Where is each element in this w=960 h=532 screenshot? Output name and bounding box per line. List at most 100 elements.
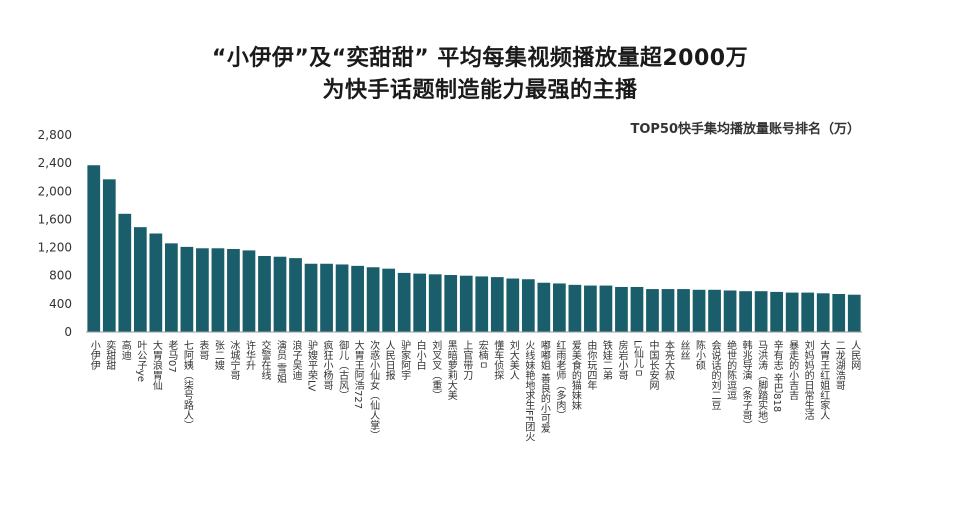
bar: [661, 289, 675, 332]
x-tick-label: 本亮大叔: [663, 339, 675, 381]
y-tick-label: 2,400: [38, 156, 72, 170]
bar: [320, 263, 333, 332]
x-tick-label: 次惑小仙女（仙人掌）: [368, 339, 380, 440]
bar: [242, 250, 256, 332]
x-tick-label: 疯狂小杨哥: [321, 339, 333, 390]
x-tick-label: 浪子吴迪: [290, 339, 302, 381]
bar: [428, 274, 442, 332]
bar: [568, 284, 582, 332]
bars-group: [87, 165, 861, 333]
bar: [584, 285, 597, 332]
bar: [382, 268, 396, 332]
x-tick-label: 白小白: [414, 339, 426, 370]
bar: [599, 285, 613, 332]
x-tick-label: 大胃王阿浩727: [352, 339, 364, 409]
x-tick-label: 人民网: [849, 340, 861, 371]
bar: [227, 248, 240, 332]
bar: [335, 264, 349, 332]
bar: [847, 294, 861, 332]
bar: [490, 277, 504, 332]
bar: [816, 293, 830, 332]
y-tick-label: 0: [64, 325, 72, 339]
bar: [475, 276, 489, 332]
x-tick-label: 火线妹艳地求生FF团火: [523, 340, 535, 442]
x-tick-label: 红雨老师（多肉）: [554, 339, 566, 420]
y-axis: 0 400 800 1,200 1,600 2,000 2,400 2,800: [38, 128, 72, 339]
x-tick-label: 马洪涛（脚踏实地）: [756, 340, 768, 430]
bar: [211, 248, 225, 332]
x-tick-label: 御儿（古风）: [337, 339, 349, 400]
chart-subtitle: TOP50快手集均播放量账号排名（万）: [630, 122, 860, 137]
chart-title-line2: 为快手话题制造能力最强的主播: [322, 78, 638, 103]
x-axis-labels: 小伊伊 奕甜甜 高迪 叶公子ye 大胃浪胃仙 老马07 七阿姨（柒号路人） 表哥 张二嫂 冰城宁哥…: [88, 339, 860, 442]
x-tick-label: 会说话的刘二豆: [709, 339, 721, 410]
x-tick-label: 冰城宁哥: [228, 339, 240, 380]
bar: [615, 286, 628, 332]
bar: [366, 267, 380, 332]
x-tick-label: 辛有志 辛巴818: [771, 339, 783, 412]
bar: [397, 272, 411, 332]
bar: [304, 263, 318, 332]
x-tick-label: 韩兆导演（条子哥）: [740, 339, 752, 430]
bar: [692, 289, 706, 332]
x-tick-label: 表哥: [197, 339, 209, 360]
y-tick-label: 1,200: [38, 241, 72, 255]
bar: [196, 248, 209, 332]
bar: [521, 279, 535, 332]
bar: [133, 227, 147, 332]
bar: [258, 256, 271, 332]
x-tick-label: 叶公子ye: [135, 340, 147, 382]
x-tick-label: 中国长安网: [647, 339, 659, 391]
bar: [444, 275, 458, 332]
x-tick-label: 刘大美人: [507, 340, 519, 380]
x-tick-label: 丝丝: [678, 340, 690, 360]
bar: [677, 289, 690, 332]
y-tick-label: 1,600: [38, 212, 72, 226]
y-tick-label: 2,800: [38, 128, 72, 142]
x-tick-label: 交警在线: [259, 339, 271, 380]
bar: [630, 286, 644, 332]
bar: [832, 294, 846, 332]
x-tick-label: 演员 雪姐: [275, 339, 287, 384]
x-tick-label: 二龙湖浩哥: [833, 340, 845, 390]
x-tick-label: 刘叉叉（重）: [430, 340, 442, 400]
x-tick-label: 暴走的小吉吉: [787, 340, 799, 401]
bar: [180, 246, 194, 332]
bar: [459, 275, 473, 332]
chart-title-line1: “小伊伊”及“奕甜甜” 平均每集视频播放量超2000万: [211, 46, 749, 71]
x-tick-label: 驴家阿宇: [399, 339, 411, 380]
x-tick-label: 大胃浪胃仙: [150, 339, 162, 390]
x-tick-label: 人民日报: [383, 340, 395, 381]
y-tick-label: 800: [49, 269, 72, 283]
bar: [739, 291, 752, 332]
y-tick-label: 400: [49, 297, 72, 311]
x-tick-label: 高迪: [119, 339, 131, 361]
bar: [351, 265, 364, 332]
x-tick-label: 房岩小哥: [616, 339, 628, 380]
x-tick-label: 铁娃二弟: [600, 339, 612, 381]
x-tick-label: 奕甜甜: [104, 339, 116, 371]
bar: [87, 165, 101, 332]
bar: [102, 179, 116, 332]
bar: [289, 258, 302, 333]
bar: [537, 282, 551, 332]
bar: [785, 292, 799, 332]
x-tick-label: 许华升: [243, 340, 255, 371]
x-tick-label: 嘟嘟姐 善良的小可爱: [538, 340, 550, 433]
x-tick-label: 懂车侦探: [492, 340, 504, 380]
x-tick-label: 黑暗萝莉大美: [445, 340, 457, 401]
x-tick-label: 老马07: [166, 339, 178, 373]
bar: [553, 283, 566, 332]
x-tick-label: 陈小硕: [694, 339, 706, 371]
bar: [801, 292, 815, 332]
bar: [506, 278, 520, 332]
x-tick-label: 大胃王红姐红家人: [818, 339, 830, 420]
x-tick-label: 爱美食的猫妹妹: [569, 339, 581, 411]
bar: [149, 233, 163, 332]
bar: [413, 273, 427, 332]
x-tick-label: 小伊伊: [88, 340, 100, 371]
x-tick-label: 宏楠ㅁ: [476, 339, 488, 370]
x-tick-label: 由你玩四年: [585, 339, 597, 391]
bar: [723, 290, 737, 332]
x-tick-label: 七阿姨（柒号路人）: [181, 340, 193, 430]
